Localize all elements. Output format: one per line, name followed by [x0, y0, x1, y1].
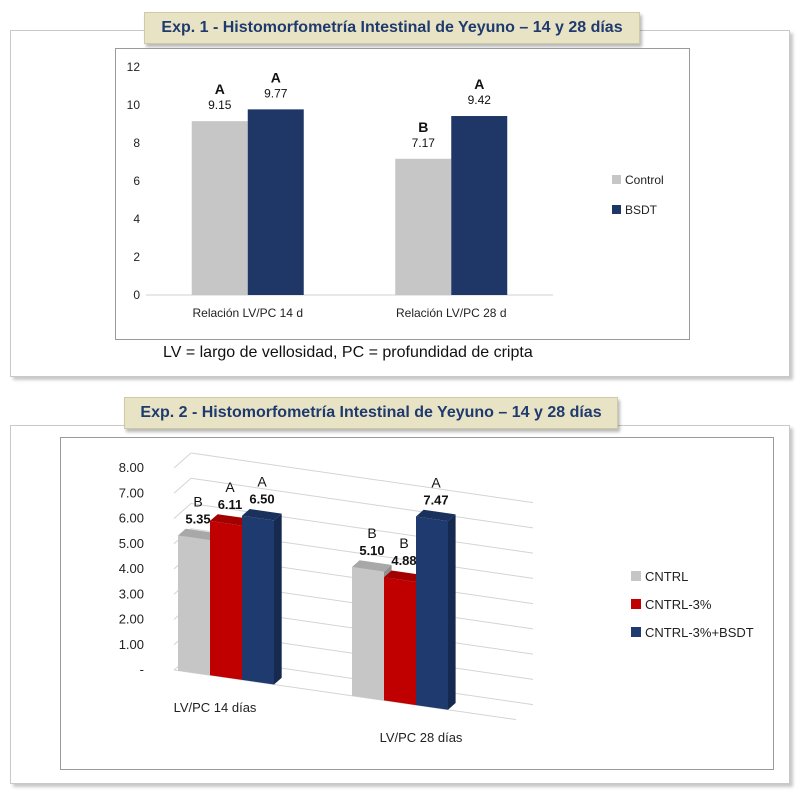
y-tick-label: 4 — [133, 212, 140, 226]
bar-top — [178, 528, 218, 541]
bar-top — [352, 560, 392, 572]
data-label: 5.35 — [185, 511, 210, 526]
data-label: 9.15 — [208, 98, 232, 112]
data-label: 6.50 — [249, 492, 274, 507]
gridline — [190, 477, 534, 529]
category-label: Relación LV/PC 14 d — [192, 306, 303, 320]
significance-letter: B — [399, 535, 408, 551]
significance-letter: A — [215, 81, 225, 97]
bar — [451, 116, 508, 296]
bar — [210, 520, 242, 680]
data-label: 5.10 — [359, 543, 384, 558]
significance-letter: A — [225, 479, 235, 495]
bar — [384, 577, 416, 706]
significance-letter: A — [257, 474, 267, 490]
legend-swatch — [631, 571, 641, 581]
legend-label: Control — [625, 173, 664, 187]
significance-letter: A — [271, 69, 281, 85]
legend-label: CNTRL-3% — [645, 597, 712, 612]
y-tick-label: 6 — [133, 174, 140, 188]
bar — [395, 158, 452, 295]
bar — [191, 121, 248, 296]
data-label: 7.47 — [423, 492, 448, 507]
y-tick-label: 12 — [127, 60, 141, 74]
y-tick-label: 6.00 — [119, 511, 144, 526]
exp1-chart-frame: 0 2 4 6 8 10 12 9.15 A 9.77 A Relación LV/PC 14 d 7.… — [115, 48, 690, 340]
category-label: Relación LV/PC 28 d — [396, 306, 507, 320]
exp1-title: Exp. 1 - Histomorfometría Intestinal de … — [144, 12, 640, 44]
y-tick-label: 4.00 — [119, 561, 144, 576]
y-tick-label: 8 — [133, 136, 140, 150]
bar — [242, 515, 274, 685]
exp2-chart: - 1.00 2.00 3.00 4.00 5.00 6.00 7.00 8.00 5.35 B 6.… — [119, 452, 754, 745]
gridline-side — [173, 477, 192, 494]
data-label: 9.42 — [468, 93, 492, 107]
data-label: 4.88 — [391, 553, 416, 568]
legend-swatch — [631, 627, 641, 637]
y-tick-label: 3.00 — [119, 586, 144, 601]
legend-swatch — [612, 205, 621, 214]
bar-side — [448, 514, 456, 710]
exp1-footnote: LV = largo de vellosidad, PC = profundid… — [163, 344, 533, 361]
bar-side — [274, 513, 282, 685]
bar-top — [210, 514, 250, 526]
category-label: LV/PC 28 días — [380, 730, 463, 745]
legend-label: CNTRL-3%+BSDT — [645, 625, 754, 640]
y-tick-label: 7.00 — [119, 485, 144, 500]
y-tick-label: 2.00 — [119, 612, 144, 627]
bar-top — [384, 570, 424, 582]
bar — [247, 109, 304, 295]
bar — [178, 535, 210, 676]
significance-letter: A — [431, 474, 441, 490]
significance-letter: B — [418, 119, 428, 135]
y-tick-label: - — [140, 662, 144, 677]
gridline — [190, 452, 534, 504]
y-tick-label: 8.00 — [119, 460, 144, 475]
bar — [416, 516, 448, 710]
y-tick-label: 10 — [127, 98, 141, 112]
exp2-chart-frame: - 1.00 2.00 3.00 4.00 5.00 6.00 7.00 8.00 5.35 B 6.… — [60, 437, 774, 770]
exp2-title: Exp. 2 - Histomorfometría Intestinal de … — [124, 397, 618, 429]
significance-letter: B — [367, 525, 376, 541]
y-tick-label: 0 — [133, 288, 140, 302]
data-label: 7.17 — [412, 136, 436, 150]
y-tick-label: 2 — [133, 250, 140, 264]
significance-letter: B — [193, 493, 202, 509]
significance-letter: A — [474, 76, 484, 92]
gridline-side — [173, 503, 192, 519]
y-tick-label: 5.00 — [119, 536, 144, 551]
category-label: LV/PC 14 días — [174, 700, 257, 715]
y-tick-label: 1.00 — [119, 637, 144, 652]
bar-top — [242, 509, 282, 521]
bar-top — [416, 509, 456, 522]
data-label: 6.11 — [218, 497, 243, 512]
gridline-side — [173, 452, 192, 469]
data-label: 9.77 — [264, 86, 288, 100]
legend-swatch — [612, 175, 621, 184]
legend-label: BSDT — [625, 203, 658, 217]
bar — [352, 567, 384, 701]
legend-swatch — [631, 599, 641, 609]
legend-label: CNTRL — [645, 569, 688, 584]
